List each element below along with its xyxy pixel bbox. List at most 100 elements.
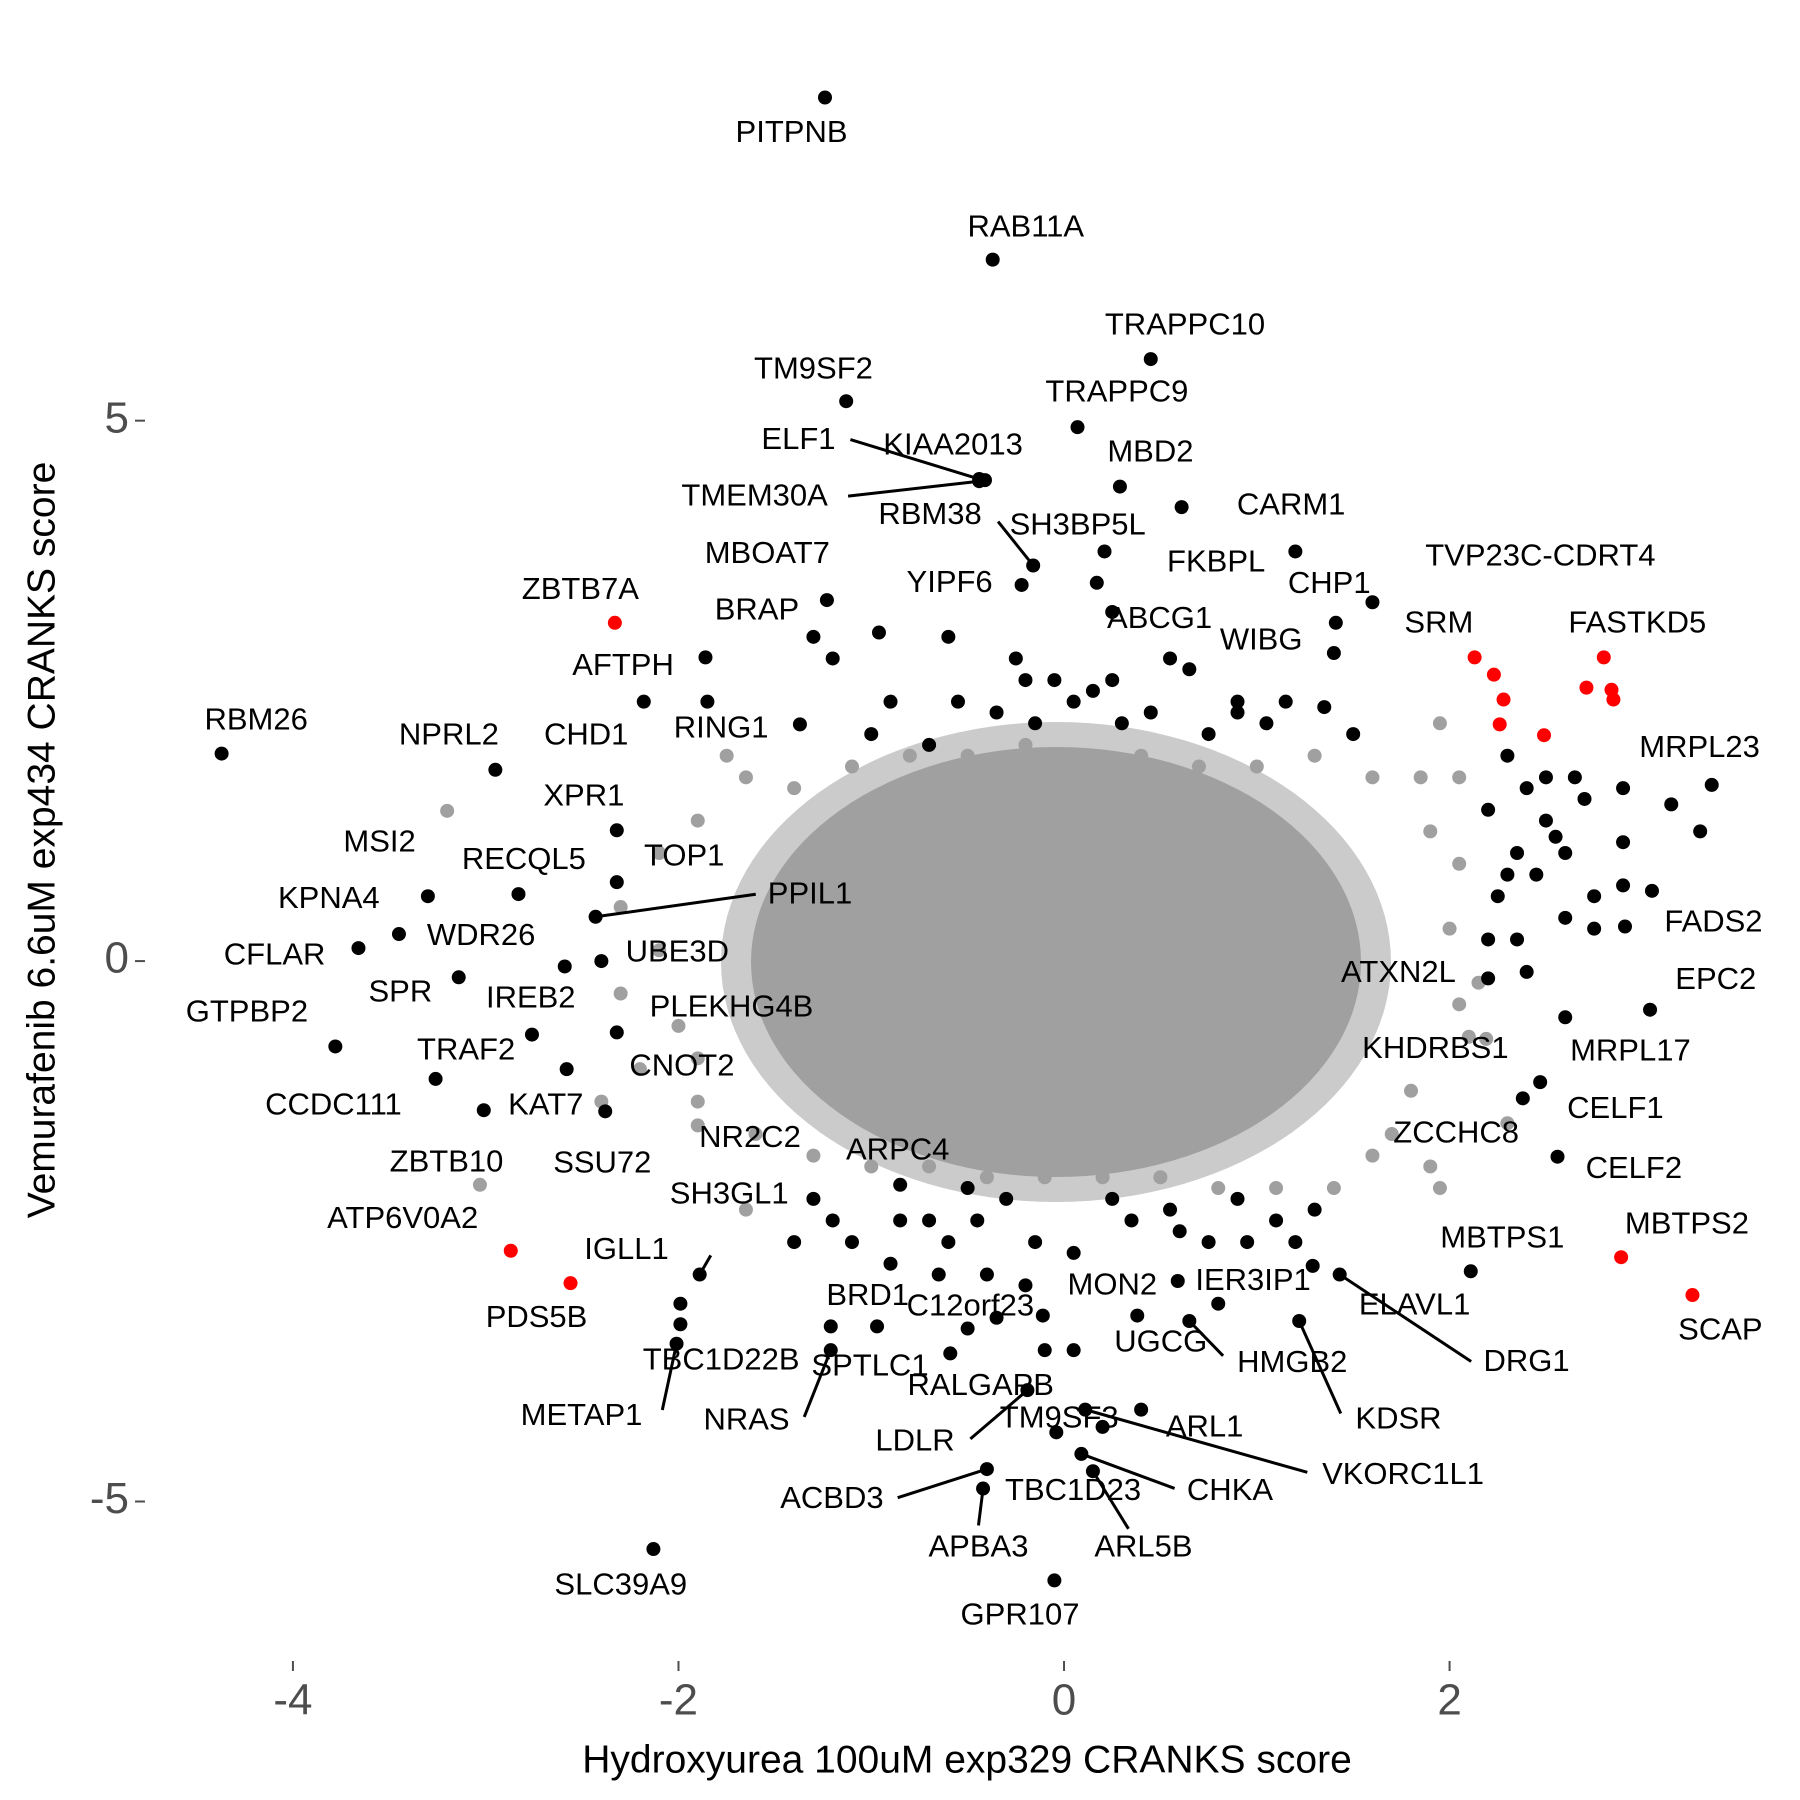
point — [1510, 846, 1525, 860]
y-tick-label: 0 — [105, 934, 129, 983]
leader-line — [849, 438, 980, 481]
point-label: EPC2 — [1675, 961, 1756, 996]
point — [883, 694, 898, 709]
point-label: RING1 — [674, 709, 769, 744]
point — [440, 803, 455, 818]
point-label: MON2 — [1068, 1267, 1158, 1302]
point — [1305, 1258, 1320, 1273]
point — [1105, 1191, 1120, 1206]
point — [1537, 728, 1552, 743]
point — [1182, 662, 1197, 677]
point-label: SLC39A9 — [554, 1567, 687, 1602]
point-label: TMEM30A — [681, 477, 828, 512]
point — [748, 1127, 763, 1142]
point — [823, 1319, 838, 1334]
point — [1481, 932, 1496, 947]
point — [943, 1346, 958, 1361]
point — [839, 394, 854, 409]
leader-line — [1084, 1408, 1308, 1474]
point — [1515, 1091, 1530, 1106]
point — [1240, 1235, 1255, 1250]
point — [1143, 705, 1158, 720]
point — [1616, 781, 1631, 796]
point — [1423, 824, 1438, 839]
point — [1479, 1031, 1494, 1046]
point — [922, 1213, 937, 1228]
point — [1143, 352, 1158, 367]
point — [1174, 500, 1189, 515]
point — [328, 1039, 343, 1054]
point — [989, 1310, 1004, 1325]
point — [1587, 921, 1602, 936]
point-label: ATP6V0A2 — [327, 1200, 478, 1235]
point — [1558, 1010, 1573, 1025]
point-label: CHKA — [1187, 1472, 1273, 1507]
point — [1384, 1127, 1399, 1142]
point — [870, 1319, 885, 1334]
point-label: SCAP — [1678, 1312, 1762, 1347]
point — [1097, 544, 1112, 559]
point — [700, 694, 715, 709]
point — [819, 593, 834, 608]
y-tick-label: -5 — [90, 1474, 129, 1523]
point — [1230, 694, 1245, 709]
point-label: MBD2 — [1107, 434, 1193, 469]
point — [1423, 1159, 1438, 1174]
point-label: CARM1 — [1237, 487, 1346, 522]
point — [613, 986, 628, 1001]
point-label: RAB11A — [967, 209, 1084, 244]
point-label: ARL1 — [1166, 1409, 1244, 1444]
point — [1577, 791, 1592, 806]
point — [690, 1118, 705, 1133]
point — [690, 813, 705, 828]
point — [806, 1191, 821, 1206]
point — [1018, 1278, 1033, 1293]
point-label: MBOAT7 — [705, 535, 830, 570]
point — [941, 1235, 956, 1250]
point — [559, 1062, 574, 1077]
point — [817, 90, 832, 105]
point — [1519, 781, 1534, 796]
point-label: ZBTB10 — [390, 1143, 504, 1178]
point — [1066, 1245, 1081, 1260]
leader-line — [1338, 1273, 1472, 1363]
point — [428, 1071, 443, 1086]
point — [1259, 716, 1274, 731]
y-tick-label: 5 — [105, 393, 129, 442]
point — [1704, 777, 1719, 792]
point — [1028, 1235, 1043, 1250]
point — [1481, 971, 1496, 986]
point — [893, 1213, 908, 1228]
point — [1018, 673, 1033, 688]
point — [1163, 1202, 1178, 1217]
point — [1533, 1075, 1548, 1090]
leader-line — [698, 1254, 713, 1276]
point — [632, 1062, 647, 1077]
point — [1529, 867, 1544, 882]
point — [960, 1321, 975, 1336]
leader-line — [969, 1389, 1029, 1440]
point-label: IREB2 — [486, 979, 576, 1014]
point — [1095, 1419, 1110, 1434]
point — [1587, 889, 1602, 904]
point-label: ARL5B — [1094, 1529, 1192, 1564]
point — [1170, 1274, 1185, 1289]
point — [844, 1235, 859, 1250]
point-label: CHP1 — [1288, 565, 1371, 600]
point — [719, 748, 734, 763]
point — [563, 1276, 578, 1291]
leader-line — [1080, 1452, 1176, 1490]
point-label: FADS2 — [1664, 903, 1762, 938]
point — [787, 1235, 802, 1250]
leader-line — [660, 1343, 679, 1411]
point — [1307, 1202, 1322, 1217]
point-label: VKORC1L1 — [1322, 1456, 1484, 1491]
point-label: ZBTB7A — [522, 571, 639, 606]
point — [698, 650, 713, 665]
point-label: MSI2 — [343, 824, 415, 859]
point — [609, 1025, 624, 1040]
leader-line — [897, 1467, 988, 1500]
point — [652, 846, 667, 860]
point — [652, 943, 667, 958]
point — [864, 727, 879, 742]
